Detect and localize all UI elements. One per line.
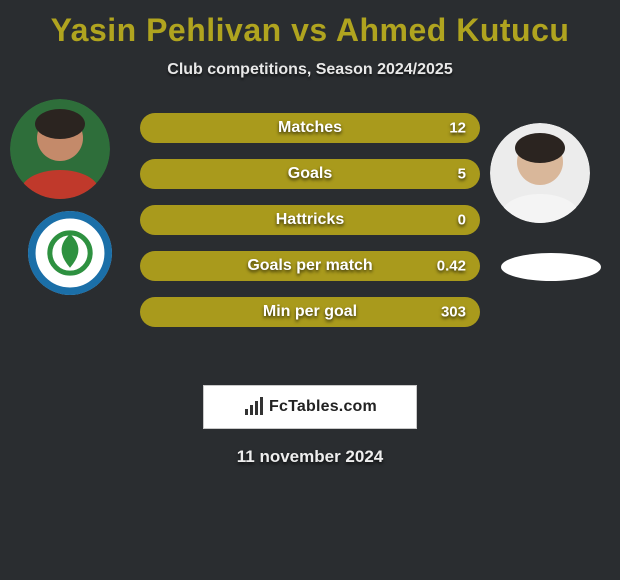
stat-track: Goals 5 (140, 159, 480, 189)
stat-label: Goals per match (247, 257, 372, 275)
bars-icon (243, 397, 265, 417)
stat-label: Matches (278, 119, 342, 137)
stat-label: Hattricks (276, 211, 344, 229)
stat-track: Min per goal 303 (140, 297, 480, 327)
stat-value: 0.42 (437, 258, 466, 275)
stat-label: Min per goal (263, 303, 357, 321)
stat-row: Hattricks 0 (140, 205, 480, 235)
right-club-badge-placeholder (501, 253, 601, 281)
stat-value: 0 (458, 212, 466, 229)
stat-label: Goals (288, 165, 332, 183)
date-text: 11 november 2024 (0, 447, 620, 467)
brand-text: FcTables.com (269, 398, 377, 416)
stat-track: Goals per match 0.42 (140, 251, 480, 281)
stat-bars: Matches 12 Goals 5 Hattricks 0 Goals per match… (140, 113, 480, 343)
comparison-stage: Matches 12 Goals 5 Hattricks 0 Goals per match… (0, 107, 620, 367)
stat-value: 12 (449, 120, 466, 137)
right-player-avatar (490, 123, 590, 223)
page-title: Yasin Pehlivan vs Ahmed Kutucu (0, 0, 620, 49)
stat-value: 5 (458, 166, 466, 183)
left-club-badge-icon (28, 211, 112, 295)
stat-row: Matches 12 (140, 113, 480, 143)
subtitle: Club competitions, Season 2024/2025 (0, 61, 620, 79)
left-player-avatar (10, 99, 110, 199)
stat-track: Matches 12 (140, 113, 480, 143)
stat-row: Goals 5 (140, 159, 480, 189)
stat-row: Goals per match 0.42 (140, 251, 480, 281)
stat-row: Min per goal 303 (140, 297, 480, 327)
stat-value: 303 (441, 304, 466, 321)
stat-track: Hattricks 0 (140, 205, 480, 235)
brand-box[interactable]: FcTables.com (203, 385, 417, 429)
